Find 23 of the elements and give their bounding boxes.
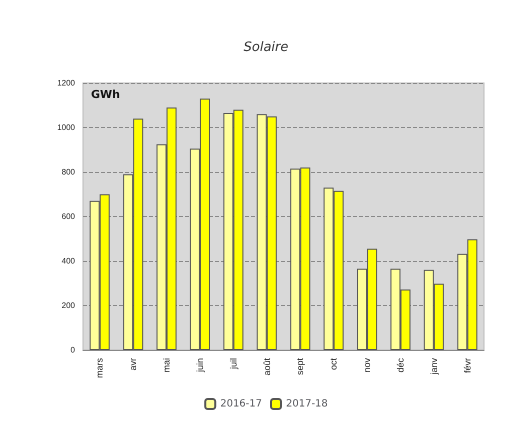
- y-tick-label: 400: [62, 256, 76, 266]
- x-tick-label: nov: [362, 358, 372, 373]
- x-tick-label: mars: [94, 358, 105, 378]
- x-tick-label: juin: [194, 358, 205, 374]
- y-tick-label: 1200: [57, 78, 76, 88]
- x-tick-label: sept: [295, 358, 306, 376]
- y-tick-label: 800: [62, 168, 76, 176]
- x-tick-label: mai: [162, 358, 172, 373]
- y-tick-label: 0: [70, 346, 76, 354]
- legend-label: 2017-18: [286, 398, 328, 410]
- annotation: GWh: [91, 88, 120, 101]
- x-tick-label: févr: [462, 358, 472, 374]
- x-tick-label: janv: [428, 358, 439, 376]
- chart-title: Solaire: [244, 40, 288, 55]
- y-tick-label: 1000: [57, 123, 76, 132]
- x-tick-label: juil: [228, 358, 238, 370]
- y-tick-label: 600: [62, 212, 76, 221]
- y-tick-label: 200: [62, 301, 76, 310]
- x-tick-label: août: [262, 358, 272, 376]
- x-tick-label: avr: [128, 358, 138, 371]
- x-tick-label: déc: [395, 358, 406, 373]
- legend-label: 2016-17: [220, 398, 262, 410]
- x-tick-label: oct: [328, 358, 339, 370]
